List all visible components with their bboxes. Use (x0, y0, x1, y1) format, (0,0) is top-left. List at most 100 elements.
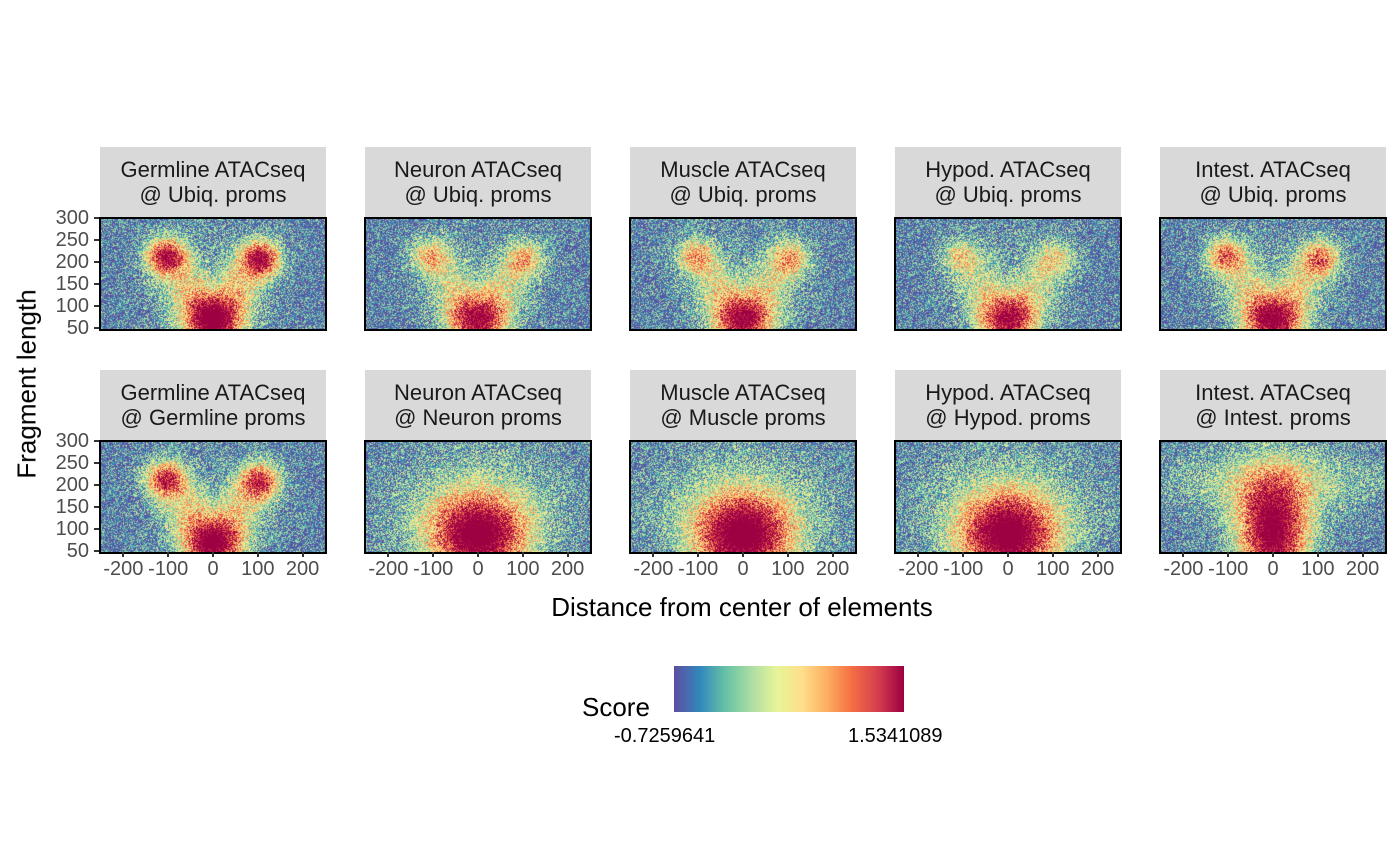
x-tick-label: 200 (285, 558, 320, 580)
x-tick-mark (742, 552, 744, 557)
heatmap-cells (366, 219, 590, 329)
x-tick-label: 0 (472, 558, 484, 580)
facet-strip-line1: Hypod. ATACseq (925, 380, 1091, 405)
x-tick-mark (1272, 552, 1274, 557)
facet-strip-line1: Neuron ATACseq (394, 380, 562, 405)
x-tick-label: -100 (413, 558, 454, 580)
x-tick-mark (831, 552, 834, 557)
x-tick-label: 0 (207, 558, 219, 580)
x-tick-mark (652, 552, 655, 557)
heatmap-panel (1159, 440, 1387, 554)
heatmap-cells (631, 442, 855, 552)
facet-strip: Intest. ATACseq @ Ubiq. proms (1160, 147, 1386, 217)
y-tick-mark (94, 550, 99, 552)
heatmap-panel (629, 440, 857, 554)
facet-strip-line2: @ Ubiq. proms (934, 182, 1082, 207)
facet-strip-line2: @ Intest. proms (1195, 405, 1351, 430)
y-tick-label: 250 (55, 452, 89, 474)
heatmap-panel (364, 217, 592, 331)
facet-strip-line1: Neuron ATACseq (394, 157, 562, 182)
legend-colorbar (674, 666, 904, 712)
x-tick-mark (477, 552, 479, 557)
facet-strip: Germline ATACseq @ Germline proms (100, 370, 326, 440)
facet-strip-line2: @ Hypod. proms (925, 405, 1091, 430)
heatmap-panel (894, 217, 1122, 331)
x-tick-label: 200 (1080, 558, 1115, 580)
x-tick-label: 0 (1002, 558, 1014, 580)
y-tick-mark (94, 462, 99, 464)
heatmap-panel (1159, 217, 1387, 331)
x-tick-mark (212, 552, 214, 557)
x-tick-label: -100 (678, 558, 719, 580)
facet-strip-line2: @ Ubiq. proms (1199, 182, 1347, 207)
facet-strip-line2: @ Germline proms (120, 405, 306, 430)
heatmap-panel (894, 440, 1122, 554)
y-tick-mark (94, 283, 99, 285)
x-tick-mark (122, 552, 125, 557)
x-tick-mark (1316, 552, 1319, 557)
facet-strip-line1: Intest. ATACseq (1195, 157, 1351, 182)
x-tick-label: -200 (633, 558, 674, 580)
x-tick-mark (387, 552, 390, 557)
y-tick-label: 100 (55, 518, 89, 540)
facet-strip: Muscle ATACseq @ Ubiq. proms (630, 147, 856, 217)
y-tick-label: 50 (66, 317, 89, 339)
heatmap-cells (896, 219, 1120, 329)
x-tick-mark (256, 552, 259, 557)
y-tick-mark (94, 506, 99, 508)
legend-max-label: 1.5341089 (848, 725, 943, 747)
facet-strip: Germline ATACseq @ Ubiq. proms (100, 147, 326, 217)
x-tick-label: -200 (1163, 558, 1204, 580)
x-tick-mark (1051, 552, 1054, 557)
y-tick-label: 300 (55, 430, 89, 452)
x-axis-title: Distance from center of elements (551, 592, 933, 622)
heatmap-panel (99, 217, 327, 331)
facet-strip: Hypod. ATACseq @ Hypod. proms (895, 370, 1121, 440)
x-tick-label: 200 (550, 558, 585, 580)
heatmap-cells (1161, 442, 1385, 552)
x-tick-mark (167, 552, 170, 557)
x-tick-mark (917, 552, 920, 557)
x-tick-label: 200 (1345, 558, 1380, 580)
y-tick-mark (94, 528, 99, 530)
x-tick-mark (962, 552, 965, 557)
y-tick-mark (94, 440, 99, 442)
y-tick-mark (94, 305, 99, 307)
heatmap-cells (896, 442, 1120, 552)
heatmap-cells (1161, 219, 1385, 329)
x-tick-mark (1227, 552, 1230, 557)
x-tick-label: 0 (1267, 558, 1279, 580)
y-tick-label: 200 (55, 474, 89, 496)
heatmap-cells (366, 442, 590, 552)
y-tick-mark (94, 484, 99, 486)
facet-strip: Intest. ATACseq @ Intest. proms (1160, 370, 1386, 440)
x-tick-label: -100 (943, 558, 984, 580)
y-tick-label: 150 (55, 273, 89, 295)
facet-strip: Muscle ATACseq @ Muscle proms (630, 370, 856, 440)
x-tick-mark (697, 552, 700, 557)
x-tick-label: 100 (1036, 558, 1070, 580)
x-tick-mark (432, 552, 435, 557)
x-tick-label: 100 (241, 558, 275, 580)
y-tick-label: 200 (55, 251, 89, 273)
y-tick-mark (94, 261, 99, 263)
facet-strip-line2: @ Ubiq. proms (669, 182, 817, 207)
heatmap-panel (99, 440, 327, 554)
legend-min-label: -0.7259641 (614, 725, 716, 747)
facet-strip: Neuron ATACseq @ Neuron proms (365, 370, 591, 440)
x-tick-label: 200 (815, 558, 850, 580)
x-tick-mark (1096, 552, 1099, 557)
heatmap-cells (101, 219, 325, 329)
y-tick-mark (94, 327, 99, 329)
x-tick-label: -200 (368, 558, 409, 580)
x-tick-label: 100 (771, 558, 805, 580)
x-tick-mark (301, 552, 304, 557)
x-tick-label: -200 (103, 558, 144, 580)
y-tick-mark (94, 239, 99, 241)
facet-strip-line2: @ Ubiq. proms (404, 182, 552, 207)
y-tick-mark (94, 217, 99, 219)
heatmap-cells (101, 442, 325, 552)
y-tick-label: 300 (55, 207, 89, 229)
x-tick-mark (1007, 552, 1009, 557)
